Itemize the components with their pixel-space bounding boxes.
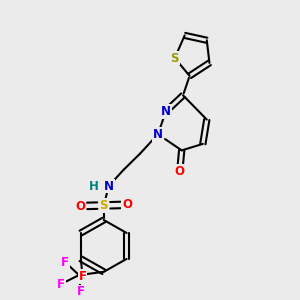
Text: S: S	[170, 52, 179, 64]
Text: F: F	[61, 256, 69, 268]
Text: O: O	[175, 165, 185, 178]
Text: N: N	[161, 105, 171, 118]
Text: O: O	[76, 200, 85, 213]
Text: N: N	[104, 179, 114, 193]
Text: F: F	[76, 285, 85, 298]
Text: O: O	[122, 198, 132, 211]
Text: S: S	[100, 199, 108, 212]
Text: F: F	[79, 270, 86, 283]
Text: H: H	[89, 179, 99, 193]
Text: F: F	[57, 278, 65, 291]
Text: N: N	[153, 128, 163, 141]
